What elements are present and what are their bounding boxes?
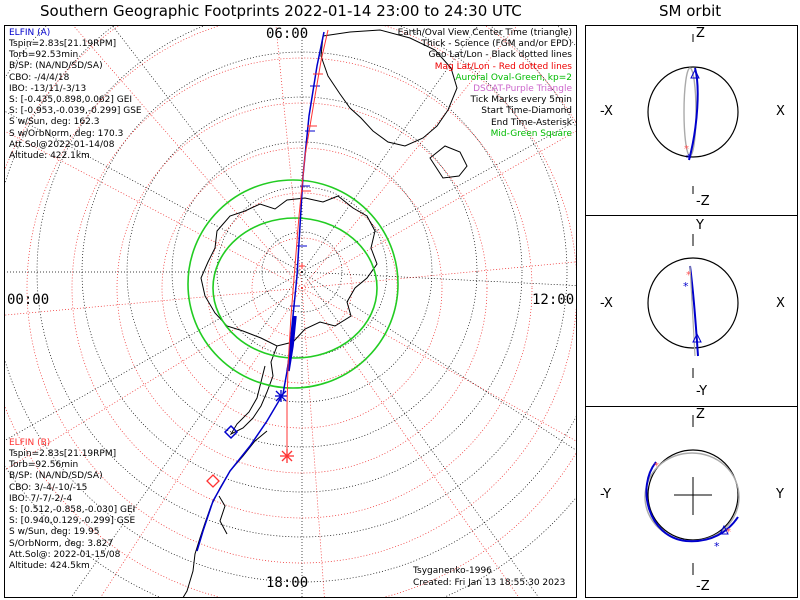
orbit2-bottom-label: -Y xyxy=(696,384,708,399)
orbit3-right-label: Y xyxy=(776,487,784,502)
time-label-left: 00:00 xyxy=(7,292,50,308)
elfin-b-info-line: Att.Sol@: 2022-01-15/08 xyxy=(9,549,121,560)
elfin-a-science-segment xyxy=(286,315,297,372)
legend-entry: DSCAT-Purple Triangle xyxy=(473,84,572,95)
elfin-a-info-line: Torb=92.53min xyxy=(9,50,79,61)
elfin-b-info-line: S: [0.940,0.129,-0.299] GSE xyxy=(9,516,136,527)
svg-text:*: * xyxy=(686,152,692,165)
elfin-b-info-line: S w/Sun, deg: 19.95 xyxy=(9,527,100,538)
elfin-a-start-diamond xyxy=(223,424,239,440)
time-label-bottom: 18:00 xyxy=(266,575,309,591)
elfin-b-info-line: B/SP: (NA/ND/SD/SA) xyxy=(9,471,103,482)
elfin-a-info-line: B/SP: (NA/ND/SD/SA) xyxy=(9,61,103,72)
legend-entry: Mag Lat/Lon - Red dotted lines xyxy=(434,61,572,72)
australia-coastline xyxy=(320,29,458,147)
orbit2-right-label: X xyxy=(776,296,785,311)
svg-text:*: * xyxy=(654,461,659,472)
elfin-a-info-line: Att.Sol@2022-01-14/08 xyxy=(9,139,115,150)
legend-entry: Geo Lat/Lon - Black dotted lines xyxy=(428,50,572,61)
south-america-coastline xyxy=(182,430,268,597)
orbit-xz-plot: * * xyxy=(647,34,739,194)
auroral-oval-inner xyxy=(212,217,378,359)
orbit3-bottom-label: -Z xyxy=(696,579,710,594)
elfin-b-info-line: Altitude: 424.5km xyxy=(9,561,90,572)
elfin-a-trace xyxy=(196,31,325,552)
time-label-top: 06:00 xyxy=(266,26,309,42)
elfin-b-info-line: S/OrbNorm, deg: 3.827 xyxy=(9,538,114,549)
elfin-b-tick-marks xyxy=(301,73,323,192)
legend-entry: Thick - Science (FGM and/or EPD) xyxy=(421,39,572,50)
pole-marker xyxy=(299,263,305,269)
legend-entry: Earth/Oval View Center Time (triangle) xyxy=(397,28,572,38)
legend-entry: Auroral Oval-Green, kp=2 xyxy=(455,72,572,83)
orbit-title: SM orbit xyxy=(659,2,722,20)
elfin-a-info-line: IBO: -13/11/-3/13 xyxy=(9,83,87,94)
legend-entry: Tick Marks every 5min xyxy=(470,95,572,106)
created-timestamp: Created: Fri Jan 13 18:55:30 2023 xyxy=(413,578,566,588)
svg-text:*: * xyxy=(714,540,720,553)
elfin-b-info-line: Tspin=2.83s[21.19RPM] xyxy=(9,449,117,459)
antarctica-coastline xyxy=(200,195,378,347)
elfin-a-info-line: S: [-0.435,0.898,0.062] GEI xyxy=(9,95,133,106)
svg-text:*: * xyxy=(686,270,691,281)
time-label-right: 12:00 xyxy=(532,292,575,308)
orbit-panel-yz: * * * Z -Z -Y Y xyxy=(585,406,798,598)
elfin-b-name: ELFIN (B) xyxy=(9,438,51,448)
orbit-panel-xz: * * Z -Z -X X xyxy=(585,25,798,216)
elfin-b-info-line: CBO: 3/-4/-10/-15 xyxy=(9,482,88,493)
svg-text:*: * xyxy=(684,144,689,155)
geo-lon-lines xyxy=(5,26,576,597)
elfin-a-info-line: S w/Sun, deg: 162.3 xyxy=(9,117,100,128)
elfin-b-info-line: Torb=92.56min xyxy=(9,460,79,471)
legend: Earth/Oval View Center Time (triangle) Th… xyxy=(398,28,572,140)
elfin-a-info: Tspin=2.83s[21.19RPM] Torb=92.53min B/SP: … xyxy=(9,39,142,162)
orbit-xy-plot: * * xyxy=(647,234,739,378)
orbit-panel-xy: * * Y -Y -X X xyxy=(585,215,798,407)
elfin-b-trace xyxy=(286,29,329,456)
polar-map xyxy=(5,26,576,597)
orbit1-left-label: -X xyxy=(600,104,613,119)
elfin-a-info-line: CBO: -/4/4/18 xyxy=(9,72,70,83)
orbit1-right-label: X xyxy=(776,104,785,119)
legend-entry: Start Time-Diamond xyxy=(481,106,572,117)
orbit3-left-label: -Y xyxy=(600,487,612,502)
svg-text:*: * xyxy=(683,280,689,293)
plot-title: Southern Geographic Footprints 2022-01-1… xyxy=(40,2,522,20)
svg-text:*: * xyxy=(726,527,731,538)
peninsula-coastline xyxy=(229,345,278,436)
orbit1-top-label: Z xyxy=(696,26,705,41)
elfin-a-name: ELFIN (A) xyxy=(9,28,51,38)
elfin-b-info-line: S: [0.512,-0.858,-0.030] GEI xyxy=(9,505,136,516)
elfin-a-end-asterisk xyxy=(275,390,287,402)
elfin-b-start-diamond xyxy=(206,474,220,488)
orbit-yz-plot: * * * xyxy=(644,415,740,575)
legend-entry: End Time-Asterisk xyxy=(490,117,572,128)
elfin-b-info: Tspin=2.83s[21.19RPM] Torb=92.56min B/SP: … xyxy=(9,449,135,572)
footprint-map-panel: 06:00 00:00 12:00 18:00 ELFIN (A) Tspin=… xyxy=(4,25,577,598)
orbit2-top-label: Y xyxy=(696,218,704,233)
orbit1-bottom-label: -Z xyxy=(696,194,710,209)
orbit2-left-label: -X xyxy=(600,296,613,311)
elfin-a-info-line: Tspin=2.83s[21.19RPM] xyxy=(9,39,117,49)
mag-lat-circles xyxy=(5,26,576,597)
elfin-a-info-line: S w/OrbNorm, deg: 170.3 xyxy=(9,128,124,139)
elfin-b-end-asterisk xyxy=(280,449,294,463)
orbit3-top-label: Z xyxy=(696,407,705,422)
island-coastline xyxy=(429,145,468,179)
legend-entry: Mid-Green Square xyxy=(490,128,572,139)
elfin-a-info-line: S: [-0.953,-0.039,-0.299] GSE xyxy=(9,106,142,117)
model-credit: Tsyganenko-1996 xyxy=(413,566,492,576)
auroral-oval-outer xyxy=(187,179,399,389)
elfin-a-info-line: Altitude: 422.1km xyxy=(9,151,90,162)
elfin-b-info-line: IBO: 7/-7/-2/-4 xyxy=(9,493,73,504)
